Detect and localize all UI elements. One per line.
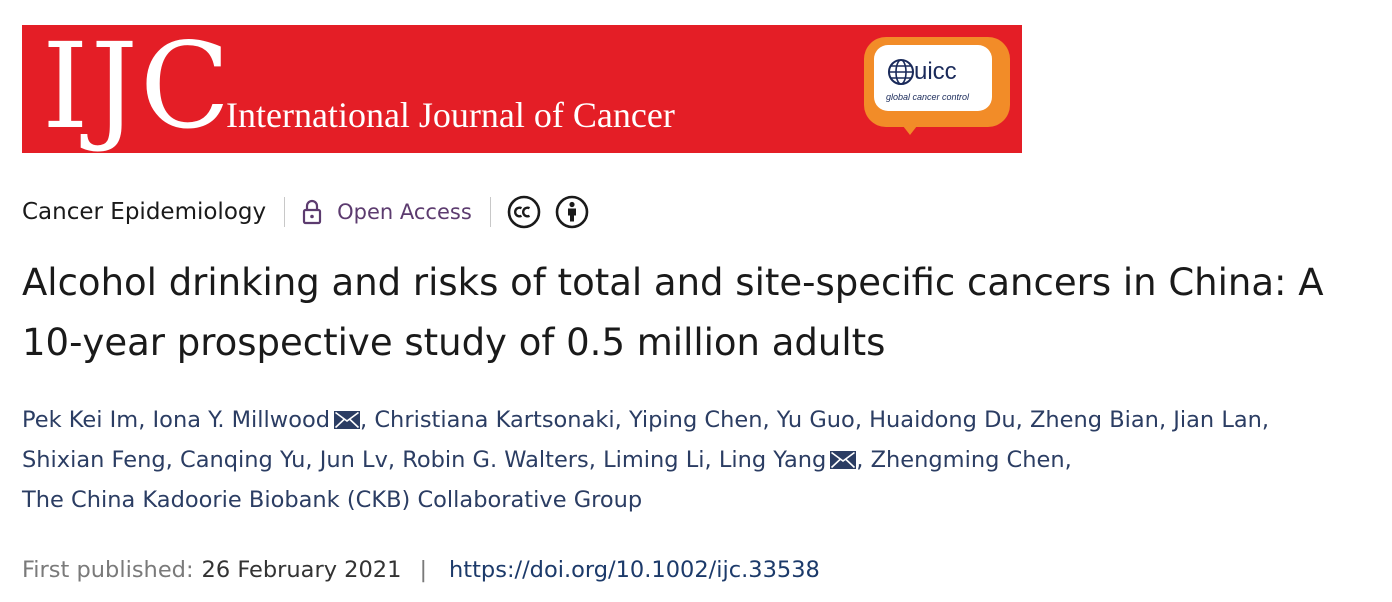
author-name-text: Iona Y. Millwood [152,407,331,433]
uicc-tagline: global cancer control [886,92,970,102]
author-separator: , [588,447,596,473]
envelope-icon[interactable] [334,411,361,429]
author-name[interactable]: Zhengming Chen, [871,447,1072,473]
author-separator: , [138,407,146,433]
uicc-logo-text: uicc [914,58,957,85]
author-name-text: Yiping Chen [628,407,763,433]
journal-logo: IJC [42,25,233,153]
author-name-text: Liming Li [603,447,705,473]
attribution-icon[interactable] [555,195,589,229]
journal-banner[interactable]: IJC International Journal of Cancer uicc… [22,25,1022,153]
globe-icon [888,59,914,85]
publication-separator: | [419,557,428,583]
first-published-label: First published: [22,557,194,583]
author-separator: , [856,447,864,473]
author-name[interactable]: Canqing Yu, [180,447,313,473]
author-name-text: Ling Yang [718,447,827,473]
author-separator: , [165,447,173,473]
author-name[interactable]: Jian Lan, [1173,407,1269,433]
author-separator: , [762,407,770,433]
author-name[interactable]: Huaidong Du, [869,407,1023,433]
author-list: Pek Kei Im, Iona Y. Millwood, Christiana… [22,400,1387,520]
author-name[interactable]: Zheng Bian, [1030,407,1166,433]
author-name-text: The China Kadoorie Biobank (CKB) Collabo… [22,487,643,513]
article-title: Alcohol drinking and risks of total and … [22,261,1324,364]
author-name-text: Zhengming Chen [870,447,1065,473]
author-separator: , [704,447,712,473]
author-name[interactable]: Pek Kei Im, [22,407,145,433]
author-separator: , [1064,447,1072,473]
author-separator: , [305,447,313,473]
publication-date: 26 February 2021 [201,557,402,583]
lock-icon [303,199,322,225]
author-name-text: Yu Guo [776,407,855,433]
author-separator: , [614,407,622,433]
author-name[interactable]: Ling Yang, [719,447,864,473]
author-separator: , [1158,407,1167,433]
author-name[interactable]: Yiping Chen, [629,407,770,433]
author-name-text: Shixian Feng [22,447,166,473]
author-name-text: Jun Lv [319,447,388,473]
publication-info: First published: 26 February 2021 | http… [22,550,820,590]
author-name[interactable]: Robin G. Walters, [402,447,596,473]
author-name[interactable]: Iona Y. Millwood, [153,407,368,433]
author-separator: , [360,407,368,433]
author-separator: , [1261,407,1270,433]
open-access-label[interactable]: Open Access [337,200,472,224]
article-category[interactable]: Cancer Epidemiology [22,199,267,225]
author-name[interactable]: Jun Lv, [320,447,395,473]
creative-commons-icon[interactable] [507,195,541,229]
author-name[interactable]: Shixian Feng, [22,447,173,473]
doi-link[interactable]: https://doi.org/10.1002/ijc.33538 [449,557,820,583]
author-separator: , [1015,407,1023,433]
author-name-text: Huaidong Du [869,407,1016,433]
article-meta-row: Cancer Epidemiology Open Access [22,193,589,231]
author-name[interactable]: Liming Li, [603,447,712,473]
author-name-text: Christiana Kartsonaki [374,407,615,433]
author-name[interactable]: Yu Guo, [777,407,862,433]
author-name-text: Pek Kei Im [22,407,139,433]
uicc-logo: uicc global cancer control [864,37,1010,135]
author-name[interactable]: Christiana Kartsonaki, [374,407,621,433]
author-separator: , [854,407,862,433]
uicc-badge-tail [896,117,924,135]
author-separator: , [387,447,396,473]
author-name-text: Zheng Bian [1029,407,1159,433]
author-name[interactable]: The China Kadoorie Biobank (CKB) Collabo… [22,487,642,513]
meta-divider [489,197,491,227]
author-name-text: Robin G. Walters [402,447,589,473]
meta-divider [284,197,286,227]
uicc-badge-inner: uicc global cancer control [874,45,992,111]
journal-name: International Journal of Cancer [226,95,675,135]
author-name-text: Jian Lan [1173,407,1262,433]
envelope-icon[interactable] [830,451,857,469]
author-name-text: Canqing Yu [179,447,306,473]
